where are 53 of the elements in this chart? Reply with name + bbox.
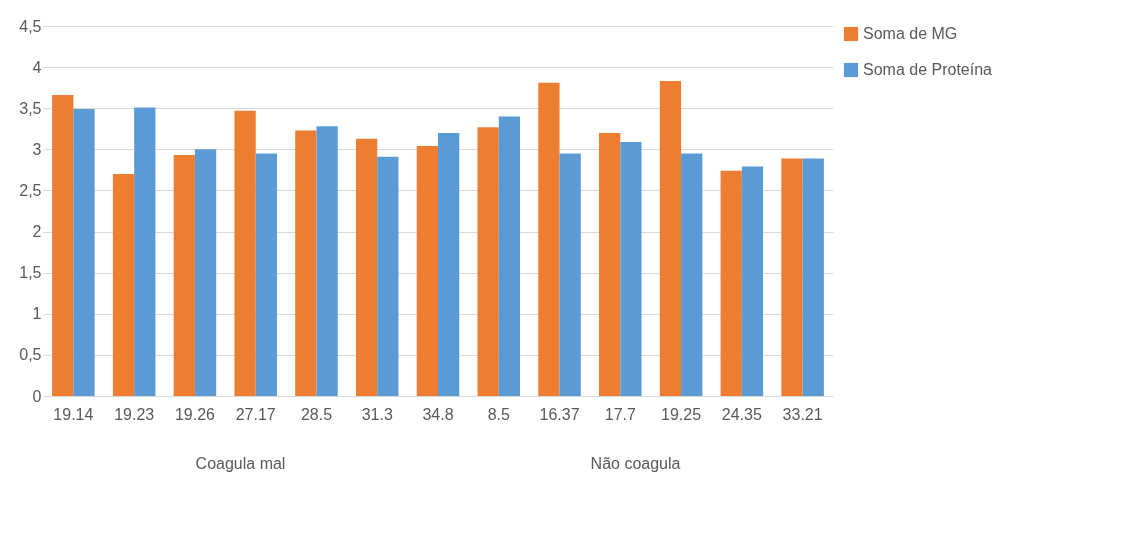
legend-label: Soma de Proteína [863, 61, 993, 78]
bar [416, 146, 438, 396]
bar [295, 130, 317, 396]
text: Coagula mal [195, 455, 286, 472]
y-tick-label: 0 [32, 387, 42, 405]
y-tick-label: 3,5 [19, 99, 42, 117]
bar [134, 107, 156, 396]
text: Não coagula [590, 455, 681, 472]
bar [355, 138, 378, 396]
y-tick-label: 1,5 [19, 264, 42, 282]
bar [234, 110, 256, 396]
bar [681, 153, 703, 396]
bar [173, 155, 195, 396]
bar [112, 174, 135, 396]
x-tick-label: 8.5 [487, 405, 510, 423]
bar [52, 95, 74, 396]
bar [477, 127, 499, 396]
x-tick-label: 19.14 [53, 405, 94, 423]
bar [538, 82, 560, 396]
bar [438, 132, 460, 396]
bar [659, 81, 682, 396]
x-tick-label: 19.25 [661, 405, 702, 423]
x-tick-label: 27.17 [235, 405, 276, 423]
bar [316, 126, 338, 396]
y-tick-label: 4 [32, 58, 42, 76]
bar [73, 109, 95, 396]
x-tick-label: 28.5 [300, 405, 333, 423]
bar [620, 141, 642, 396]
bar [559, 153, 581, 396]
y-tick-label: 1 [32, 305, 42, 323]
bar [741, 166, 764, 396]
y-tick-label: 4,5 [19, 17, 42, 35]
bar [377, 156, 399, 396]
x-tick-label: 19.23 [114, 405, 155, 423]
legend-label: Soma de MG [863, 25, 958, 42]
bar [255, 153, 277, 396]
x-tick-label: 24.35 [721, 405, 762, 423]
x-tick-label: 17.7 [604, 405, 636, 423]
y-tick-label: 2,5 [19, 181, 42, 199]
bar [498, 116, 521, 396]
bar [599, 132, 621, 396]
y-tick-label: 0,5 [19, 346, 42, 364]
bar [802, 158, 824, 396]
bar [194, 149, 217, 396]
x-tick-label: 16.37 [539, 405, 580, 423]
y-tick-label: 3 [32, 140, 42, 158]
x-tick-label: 34.8 [422, 405, 454, 423]
bar [781, 158, 803, 396]
bar [720, 170, 742, 396]
x-tick-label: 19.26 [174, 405, 216, 423]
x-tick-label: 33.21 [782, 405, 823, 423]
y-tick-label: 2 [32, 223, 42, 241]
x-tick-label: 31.3 [361, 405, 393, 423]
